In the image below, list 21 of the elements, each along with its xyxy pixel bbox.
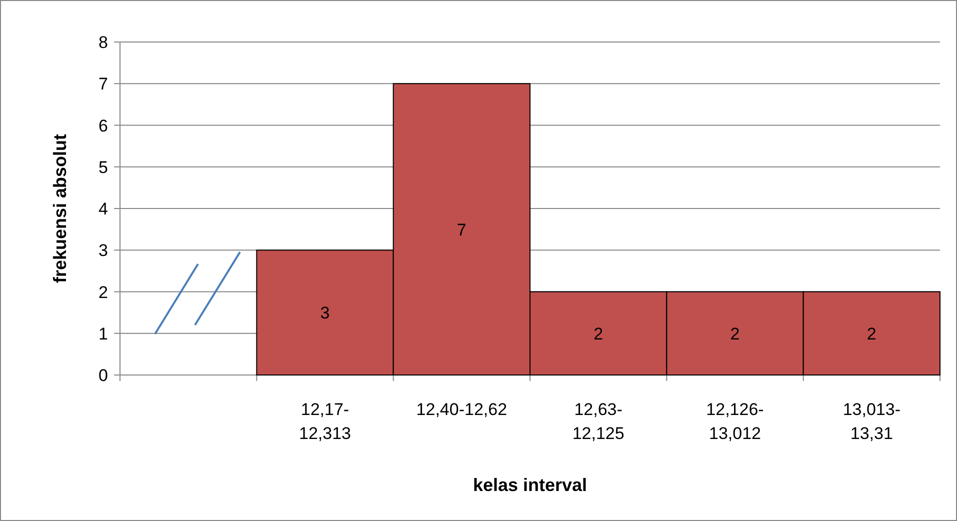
x-tick-label: 12,63-12,125 [572, 400, 624, 443]
data-label: 2 [866, 324, 876, 344]
x-tick-label: 12,40-12,62 [416, 400, 508, 419]
y-axis-title: frekuensi absolut [50, 134, 70, 284]
x-axis-title: kelas interval [472, 475, 588, 495]
y-tick-label: 8 [98, 33, 108, 52]
y-tick-label: 2 [98, 282, 108, 302]
data-label: 3 [320, 304, 330, 323]
data-label: 2 [730, 324, 740, 344]
data-label: 2 [594, 324, 604, 344]
data-label: 7 [456, 220, 466, 240]
x-tick-label: 12,17-12,313 [299, 400, 351, 443]
y-tick-label: 7 [98, 74, 108, 94]
y-tick-label: 3 [98, 241, 108, 260]
y-tick-label: 1 [98, 324, 108, 344]
y-tick-label: 5 [98, 158, 108, 177]
y-tick-label: 6 [98, 116, 108, 136]
y-tick-label: 4 [98, 200, 108, 218]
y-tick-label: 0 [98, 366, 108, 385]
x-tick-label: 12,126-13,012 [706, 400, 764, 443]
x-tick-label: 13,013-13,31 [842, 400, 901, 443]
